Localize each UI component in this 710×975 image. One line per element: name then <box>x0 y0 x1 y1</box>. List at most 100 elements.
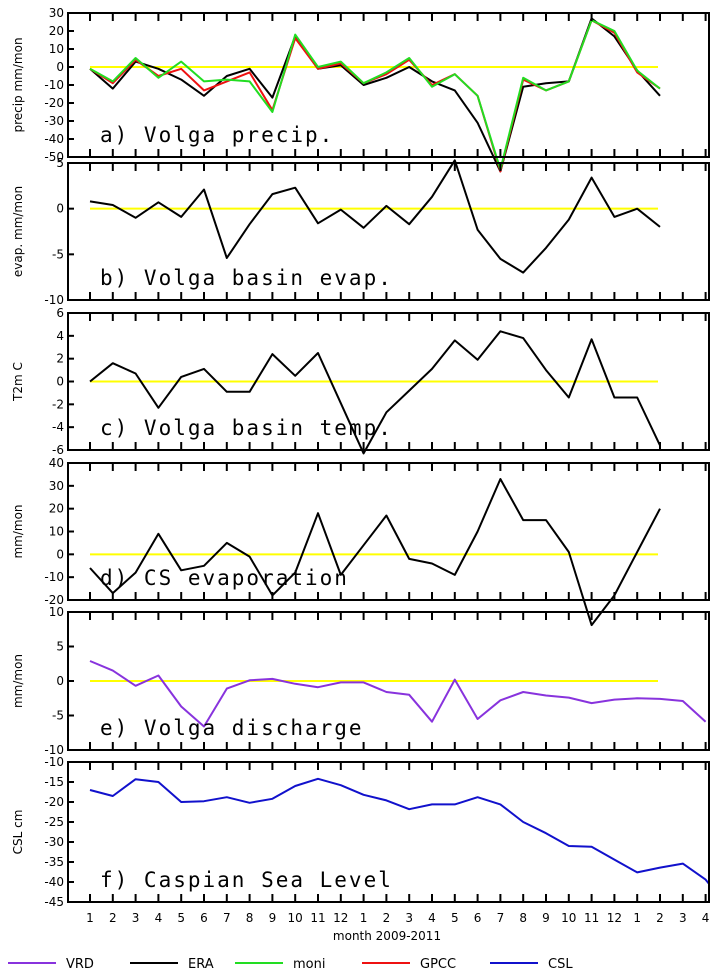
y-tick-label: 4 <box>56 329 64 343</box>
panel-title: c) Volga basin temp. <box>100 416 393 440</box>
legend-label-vrd: VRD <box>66 957 94 972</box>
y-tick-label: 20 <box>49 24 64 38</box>
panel-title: b) Volga basin evap. <box>100 266 393 290</box>
y-tick-label: -35 <box>44 855 64 869</box>
y-tick-label: -30 <box>44 114 64 128</box>
panel-e: 10 5 0 -5 -10 mm/mon e) Volga discharge <box>11 605 710 757</box>
y-tick-label: -2 <box>52 397 64 411</box>
legend-label-moni: moni <box>293 957 325 972</box>
y-tick-label: 0 <box>56 547 64 561</box>
y-tick-label: -5 <box>52 709 64 723</box>
y-tick-label: 0 <box>56 375 64 389</box>
y-tick-label: 6 <box>56 306 64 320</box>
y-tick-label: 0 <box>56 60 64 74</box>
x-tick-label: 3 <box>405 911 413 925</box>
y-tick-label: -10 <box>44 743 64 757</box>
y-tick-label: 10 <box>49 605 64 619</box>
panel-a: 30 20 10 0 -10 -20 -30 -40 -50 precip mm/mon a) Vo… <box>11 6 710 173</box>
x-tick-labels: 1 2 3 4 5 6 7 8 9 10 11 12 1 2 3 4 5 6 7 8 9 10 11 12 1 2 3 4 <box>86 911 709 925</box>
y-tick-label: 30 <box>49 6 64 20</box>
y-tick-label: -10 <box>44 293 64 307</box>
panel-title: a) Volga precip. <box>100 123 334 147</box>
legend: VRD ERA moni GPCC CSL <box>8 957 573 972</box>
y-tick-label: -20 <box>44 593 64 607</box>
x-tick-marks <box>89 13 707 902</box>
y-tick-label: -50 <box>44 150 64 164</box>
y-tick-label: 40 <box>49 456 64 470</box>
y-tick-label: -40 <box>44 875 64 889</box>
panel-title: e) Volga discharge <box>100 716 364 740</box>
y-axis-label: mm/mon <box>11 504 25 558</box>
x-tick-label: 1 <box>86 911 94 925</box>
series-line-era <box>89 330 661 455</box>
x-tick-label: 6 <box>200 911 208 925</box>
y-tick-label: 2 <box>56 352 64 366</box>
y-axis-label: evap. mm/mon <box>11 186 25 277</box>
x-tick-label: 2 <box>109 911 117 925</box>
x-tick-label: 1 <box>360 911 368 925</box>
y-tick-label: -6 <box>52 443 64 457</box>
y-tick-label: -10 <box>44 755 64 769</box>
series-line-vrd <box>89 660 707 728</box>
x-tick-label: 4 <box>702 911 710 925</box>
x-tick-label: 10 <box>561 911 576 925</box>
y-tick-label: 5 <box>56 640 64 654</box>
y-tick-label: -15 <box>44 775 64 789</box>
x-tick-label: 4 <box>428 911 436 925</box>
panel-title: f) Caspian Sea Level <box>100 868 393 892</box>
y-axis-label: T2m C <box>11 362 25 402</box>
series-line-era <box>89 159 661 274</box>
series-line-gpcc <box>89 19 661 173</box>
y-tick-label: 30 <box>49 479 64 493</box>
x-tick-label: 9 <box>269 911 277 925</box>
series-line-moni <box>89 19 661 171</box>
panel-d: 40 30 20 10 0 -10 -20 mm/mon d) CS evaporation <box>11 456 710 627</box>
y-tick-label: -25 <box>44 815 64 829</box>
x-tick-label: 5 <box>451 911 459 925</box>
legend-label-csl: CSL <box>548 957 573 972</box>
panel-frame <box>67 162 710 301</box>
y-tick-label: 5 <box>56 156 64 170</box>
y-tick-label: -20 <box>44 96 64 110</box>
x-axis-label: month 2009-2011 <box>333 929 441 943</box>
x-tick-label: 7 <box>223 911 231 925</box>
panel-frame <box>67 761 710 903</box>
x-tick-label: 5 <box>177 911 185 925</box>
y-tick-label: 10 <box>49 525 64 539</box>
x-tick-label: 11 <box>584 911 599 925</box>
x-tick-label: 8 <box>519 911 527 925</box>
legend-label-gpcc: GPCC <box>420 957 456 972</box>
y-tick-label: -30 <box>44 835 64 849</box>
panel-f: -10 -15 -20 -25 -30 -35 -40 -45 CSL cm f) Caspian… <box>11 755 710 909</box>
panel-title: d) CS evaporation <box>100 566 349 590</box>
y-tick-label: -45 <box>44 895 64 909</box>
y-tick-label: -5 <box>52 247 64 261</box>
y-axis-label: precip mm/mon <box>11 37 25 132</box>
x-tick-label: 2 <box>656 911 664 925</box>
series-line-era <box>89 17 661 173</box>
y-tick-label: 20 <box>49 502 64 516</box>
x-tick-label: 2 <box>383 911 391 925</box>
y-axis-label: mm/mon <box>11 654 25 708</box>
x-tick-label: 12 <box>607 911 622 925</box>
x-tick-label: 1 <box>633 911 641 925</box>
panel-c: 6 4 2 0 -2 -4 -6 T2m C c) Volga basin temp. <box>11 306 710 457</box>
x-tick-label: 12 <box>333 911 348 925</box>
x-tick-label: 11 <box>310 911 325 925</box>
x-tick-label: 4 <box>155 911 163 925</box>
y-tick-label: -10 <box>44 78 64 92</box>
x-tick-label: 8 <box>246 911 254 925</box>
y-tick-label: -20 <box>44 795 64 809</box>
panel-b: 5 0 -5 -10 evap. mm/mon b) Volga basin evap. <box>11 156 710 307</box>
y-tick-label: -4 <box>52 420 64 434</box>
legend-label-era: ERA <box>188 957 214 972</box>
x-tick-label: 3 <box>132 911 140 925</box>
y-tick-label: 0 <box>56 202 64 216</box>
y-tick-label: 10 <box>49 42 64 56</box>
y-tick-label: -10 <box>44 570 64 584</box>
x-tick-label: 9 <box>542 911 550 925</box>
y-axis-label: CSL cm <box>11 810 25 855</box>
x-tick-label: 3 <box>679 911 687 925</box>
y-tick-label: -40 <box>44 132 64 146</box>
